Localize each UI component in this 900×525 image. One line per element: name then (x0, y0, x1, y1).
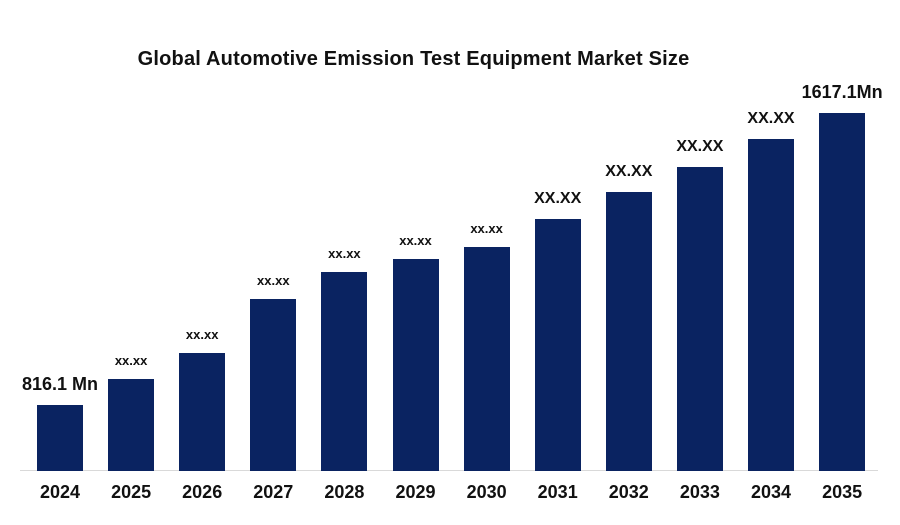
value-label-2035: 1617.1Mn (801, 82, 883, 102)
x-tick-2027: 2027 (253, 482, 294, 502)
value-label-2033: XX.XX (676, 138, 724, 155)
chart-title: Global Automotive Emission Test Equipmen… (137, 48, 690, 70)
x-axis-line (20, 470, 878, 471)
value-label-2032: XX.XX (605, 163, 653, 180)
value-label-2025: xx.xx (114, 353, 148, 368)
x-tick-2030: 2030 (466, 482, 507, 502)
bar-2030 (463, 247, 510, 471)
x-tick-2033: 2033 (679, 482, 720, 502)
value-label-2028: xx.xx (328, 246, 361, 261)
bar-2024 (37, 405, 83, 471)
value-label-2034: XX.XX (747, 110, 795, 127)
x-tick-2031: 2031 (537, 482, 578, 502)
bar-2026 (179, 353, 226, 471)
bar-2027 (250, 299, 297, 471)
value-label-2026: xx.xx (185, 327, 219, 342)
bar-2032 (605, 192, 652, 471)
bar-2033 (676, 167, 723, 471)
bar-2035 (819, 113, 866, 471)
x-tick-2032: 2032 (608, 482, 649, 502)
bar-2029 (392, 259, 439, 471)
bar-2025 (108, 379, 155, 471)
value-label-2024: 816.1 Mn (21, 374, 99, 394)
value-label-2030: xx.xx (470, 221, 503, 236)
x-tick-2028: 2028 (324, 482, 365, 502)
value-label-2031: XX.XX (534, 190, 582, 207)
x-tick-2025: 2025 (111, 482, 152, 502)
bar-2028 (321, 272, 368, 471)
x-tick-2029: 2029 (395, 482, 436, 502)
value-label-2027: xx.xx (257, 273, 290, 288)
x-tick-2035: 2035 (822, 482, 863, 502)
value-label-2029: xx.xx (399, 233, 432, 248)
x-tick-2024: 2024 (39, 482, 81, 502)
plot-area: 816.1 Mn xx.xx xx.xx xx.xx xx.xx xx.xx xx.xx XX… (20, 82, 883, 471)
bar-2034 (748, 139, 794, 471)
bar-2031 (534, 219, 581, 471)
x-tick-2034: 2034 (750, 482, 792, 502)
x-tick-2026: 2026 (182, 482, 223, 502)
